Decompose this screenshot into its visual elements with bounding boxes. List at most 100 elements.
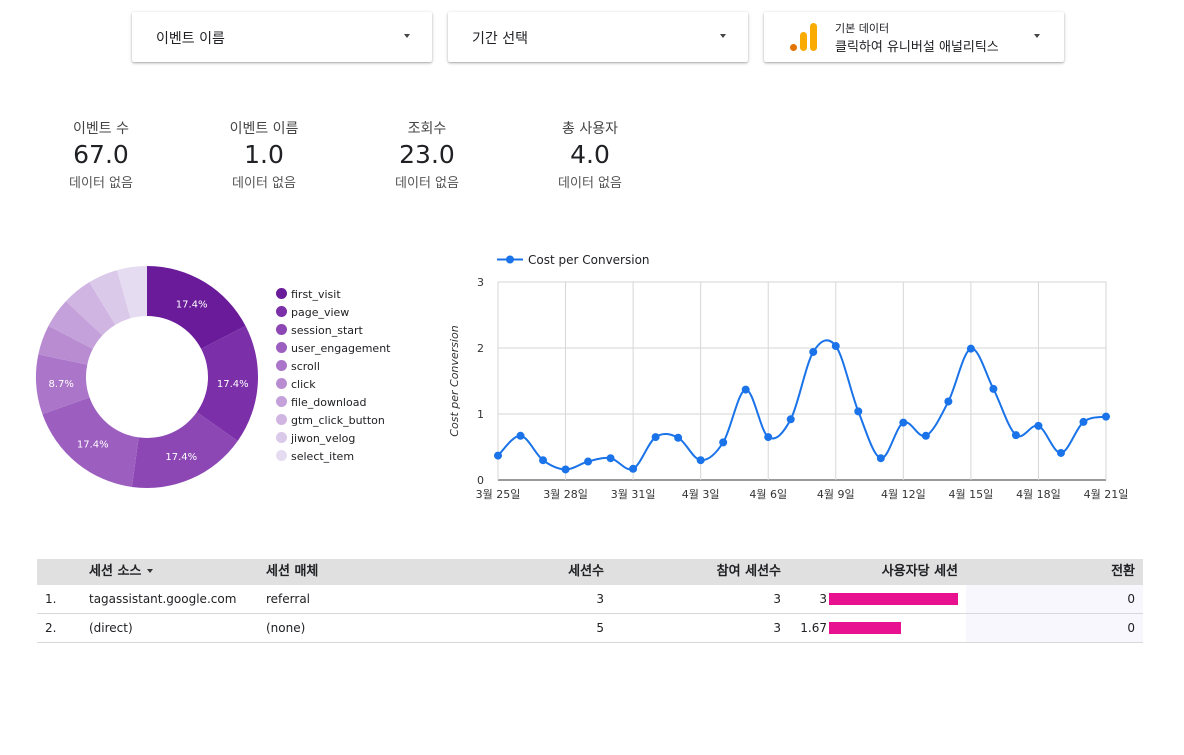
legend-swatch [276, 432, 287, 443]
data-point[interactable] [674, 433, 683, 442]
legend-label: click [291, 378, 316, 391]
data-point[interactable] [741, 385, 750, 394]
data-point[interactable] [1011, 431, 1020, 440]
row-medium: referral [266, 592, 311, 606]
line-legend[interactable]: Cost per Conversion [497, 253, 650, 267]
table-row[interactable]: 1. tagassistant.google.com referral 3 3 … [37, 585, 1143, 614]
y-axis-label: Cost per Conversion [448, 325, 461, 436]
row-index: 2. [45, 621, 57, 635]
data-point[interactable] [989, 384, 998, 393]
data-point[interactable] [1056, 448, 1065, 457]
donut-slice-click[interactable] [38, 325, 93, 365]
google-analytics-icon [790, 23, 817, 51]
donut-slice-session_start[interactable] [131, 412, 238, 488]
column-header-conversions[interactable]: 전환 [1111, 564, 1135, 579]
scorecard-value: 1.0 [244, 140, 284, 169]
scorecard-label: 총 사용자 [562, 121, 618, 137]
data-point[interactable] [629, 464, 638, 473]
column-header-engaged-sessions[interactable]: 참여 세션수 [716, 564, 781, 579]
x-tick-label: 4월 15일 [949, 487, 994, 501]
scorecard-note: 데이터 없음 [395, 176, 459, 191]
data-point[interactable] [719, 438, 728, 447]
data-point[interactable] [1079, 417, 1088, 426]
conversion-cell-bg [966, 585, 1143, 613]
column-header-medium[interactable]: 세션 매체 [266, 564, 319, 579]
x-tick-label: 4월 3일 [682, 487, 720, 501]
line-chart-svg: Cost per Conversion 0 1 2 3 3월 25일 3월 28일 3월 31… [448, 253, 1128, 501]
row-conversions: 0 [1127, 592, 1135, 606]
donut-slice-scroll[interactable] [35, 354, 90, 415]
legend-swatch [276, 450, 287, 461]
legend-item-select_item[interactable]: select_item [276, 450, 354, 464]
legend-item-file_download[interactable]: file_download [276, 396, 366, 410]
legend-item-gtm_click_button[interactable]: gtm_click_button [276, 414, 385, 428]
donut-slice-select_item[interactable] [117, 266, 147, 319]
data-point[interactable] [876, 454, 885, 463]
column-header-source[interactable]: 세션 소스 [89, 559, 154, 585]
donut-slice-file_download[interactable] [48, 301, 103, 349]
data-point[interactable] [606, 454, 615, 463]
data-point[interactable] [944, 397, 953, 406]
donut-slice-label: 8.7% [48, 379, 73, 390]
legend-item-jiwon_velog[interactable]: jiwon_velog [276, 432, 355, 446]
data-point[interactable] [651, 433, 660, 442]
donut-slice-user_engagement[interactable] [42, 397, 139, 487]
data-point[interactable] [584, 457, 593, 466]
data-point[interactable] [494, 451, 502, 460]
data-point[interactable] [854, 407, 863, 416]
column-header-sessions[interactable]: 세션수 [568, 564, 604, 579]
legend-swatch [276, 414, 287, 425]
scorecard-value: 4.0 [570, 140, 610, 169]
scorecard-total-users: 총 사용자 4.0 데이터 없음 [520, 118, 660, 191]
scorecard-note: 데이터 없음 [69, 176, 133, 191]
legend-item-scroll[interactable]: scroll [276, 360, 320, 374]
donut-slice-page_view[interactable] [196, 325, 258, 442]
chevron-down-icon [1034, 34, 1040, 38]
column-header-sessions-per-user[interactable]: 사용자당 세션 [881, 564, 958, 579]
row-sessions: 5 [596, 621, 604, 635]
chevron-down-icon [720, 34, 726, 38]
legend-item-click[interactable]: click [276, 378, 316, 392]
legend-item-first_visit[interactable]: first_visit [276, 288, 341, 302]
data-point[interactable] [1102, 412, 1110, 421]
scorecard-note: 데이터 없음 [558, 176, 622, 191]
table-row[interactable]: 2. (direct) (none) 5 3 1.67 0 [37, 614, 1143, 643]
y-tick-label: 3 [477, 276, 484, 289]
legend-item-page_view[interactable]: page_view [276, 306, 349, 320]
donut-slice-label: 17.4% [217, 379, 249, 390]
row-source: (direct) [89, 621, 133, 635]
legend-swatch [276, 378, 287, 389]
data-point[interactable] [899, 418, 908, 427]
data-point[interactable] [561, 465, 570, 474]
row-engaged-sessions: 3 [773, 621, 781, 635]
data-point[interactable] [696, 456, 705, 465]
scorecard-note: 데이터 없음 [232, 176, 296, 191]
data-source-selector[interactable]: 기본 데이터 클릭하여 유니버설 애널리틱스 [764, 12, 1064, 62]
data-point[interactable] [764, 433, 773, 442]
plot-border [497, 281, 1107, 481]
data-point[interactable] [539, 456, 548, 465]
donut-slice-jiwon_velog[interactable] [89, 270, 131, 325]
donut-svg: 17.4% 17.4% 17.4% 17.4% 8.7% [35, 266, 258, 488]
event-name-filter-label: 이벤트 이름 [156, 31, 225, 47]
data-point[interactable] [831, 342, 840, 351]
legend-label: user_engagement [291, 342, 391, 355]
row-conversions: 0 [1127, 621, 1135, 635]
donut-slice-first_visit[interactable] [147, 266, 246, 349]
legend-item-session_start[interactable]: session_start [276, 324, 363, 338]
data-point[interactable] [966, 344, 975, 353]
data-point[interactable] [516, 431, 525, 440]
legend-item-user_engagement[interactable]: user_engagement [276, 342, 390, 356]
data-point[interactable] [921, 431, 930, 440]
data-point[interactable] [786, 415, 795, 424]
donut-slice-gtm_click_button[interactable] [65, 282, 116, 336]
date-range-filter[interactable]: 기간 선택 [448, 12, 748, 62]
scorecard-value: 67.0 [73, 140, 129, 169]
data-point[interactable] [809, 347, 818, 356]
event-name-filter[interactable]: 이벤트 이름 [132, 12, 432, 62]
legend-marker [506, 255, 514, 264]
legend-swatch [276, 360, 287, 371]
x-tick-label: 4월 9일 [817, 487, 855, 501]
x-tick-label: 4월 6일 [749, 487, 787, 501]
data-point[interactable] [1034, 421, 1043, 430]
